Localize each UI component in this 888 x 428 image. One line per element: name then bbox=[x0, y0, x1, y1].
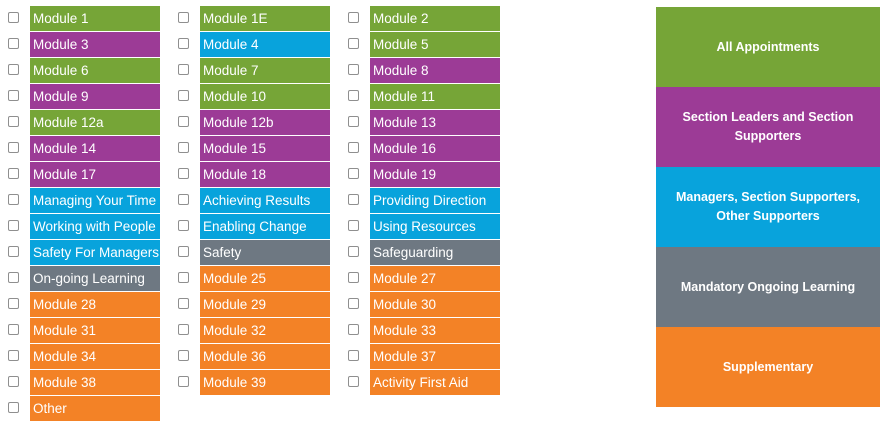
module-checkbox[interactable] bbox=[178, 376, 189, 387]
module-checkbox[interactable] bbox=[348, 324, 359, 335]
module-checkbox[interactable] bbox=[348, 298, 359, 309]
module-checkbox[interactable] bbox=[178, 324, 189, 335]
module-checkbox[interactable] bbox=[348, 272, 359, 283]
module-checkbox[interactable] bbox=[8, 376, 19, 387]
module-label[interactable]: Module 25 bbox=[200, 266, 330, 291]
module-checkbox[interactable] bbox=[178, 142, 189, 153]
module-checkbox[interactable] bbox=[348, 142, 359, 153]
module-checkbox[interactable] bbox=[178, 272, 189, 283]
module-label[interactable]: Module 31 bbox=[30, 318, 160, 343]
module-label[interactable]: Module 1E bbox=[200, 6, 330, 31]
module-label[interactable]: Module 13 bbox=[370, 110, 500, 135]
module-checkbox[interactable] bbox=[178, 116, 189, 127]
module-checkbox[interactable] bbox=[8, 350, 19, 361]
module-label[interactable]: Module 6 bbox=[30, 58, 160, 83]
module-checkbox[interactable] bbox=[178, 168, 189, 179]
module-label[interactable]: Module 1 bbox=[30, 6, 160, 31]
module-checkbox[interactable] bbox=[348, 90, 359, 101]
module-label[interactable]: Module 28 bbox=[30, 292, 160, 317]
module-checkbox[interactable] bbox=[178, 220, 189, 231]
module-checkbox[interactable] bbox=[8, 142, 19, 153]
module-label[interactable]: Working with People bbox=[30, 214, 160, 239]
module-checkbox[interactable] bbox=[8, 194, 19, 205]
module-checkbox[interactable] bbox=[178, 64, 189, 75]
module-checkbox[interactable] bbox=[348, 12, 359, 23]
module-checkbox[interactable] bbox=[8, 220, 19, 231]
module-checkbox[interactable] bbox=[8, 272, 19, 283]
module-checkbox[interactable] bbox=[348, 64, 359, 75]
module-label[interactable]: Module 7 bbox=[200, 58, 330, 83]
module-checkbox[interactable] bbox=[348, 194, 359, 205]
module-label[interactable]: Achieving Results bbox=[200, 188, 330, 213]
module-checkbox[interactable] bbox=[348, 246, 359, 257]
module-label[interactable]: Providing Direction bbox=[370, 188, 500, 213]
module-label[interactable]: Module 18 bbox=[200, 162, 330, 187]
legend-grey-category[interactable]: Mandatory Ongoing Learning bbox=[656, 247, 880, 327]
module-label[interactable]: Module 30 bbox=[370, 292, 500, 317]
module-label[interactable]: Module 10 bbox=[200, 84, 330, 109]
module-label[interactable]: Module 3 bbox=[30, 32, 160, 57]
module-label[interactable]: Module 15 bbox=[200, 136, 330, 161]
module-label[interactable]: Module 8 bbox=[370, 58, 500, 83]
module-label[interactable]: Module 36 bbox=[200, 344, 330, 369]
module-label[interactable]: Module 32 bbox=[200, 318, 330, 343]
module-label[interactable]: Activity First Aid bbox=[370, 370, 500, 395]
module-checkbox[interactable] bbox=[8, 168, 19, 179]
module-checkbox[interactable] bbox=[348, 168, 359, 179]
legend-green-category[interactable]: All Appointments bbox=[656, 7, 880, 87]
module-label[interactable]: Module 27 bbox=[370, 266, 500, 291]
module-label[interactable]: Module 16 bbox=[370, 136, 500, 161]
module-label[interactable]: Module 39 bbox=[200, 370, 330, 395]
module-checkbox[interactable] bbox=[348, 116, 359, 127]
module-label[interactable]: Safeguarding bbox=[370, 240, 500, 265]
module-checkbox[interactable] bbox=[178, 298, 189, 309]
module-checkbox[interactable] bbox=[178, 90, 189, 101]
module-checkbox[interactable] bbox=[8, 116, 19, 127]
module-checkbox[interactable] bbox=[8, 12, 19, 23]
module-label[interactable]: Module 12a bbox=[30, 110, 160, 135]
module-label[interactable]: Module 5 bbox=[370, 32, 500, 57]
module-label[interactable]: Module 38 bbox=[30, 370, 160, 395]
module-label[interactable]: Safety For Managers bbox=[30, 240, 160, 265]
module-checkbox[interactable] bbox=[8, 90, 19, 101]
module-label[interactable]: Module 9 bbox=[30, 84, 160, 109]
module-checkbox[interactable] bbox=[8, 38, 19, 49]
module-checkbox[interactable] bbox=[178, 194, 189, 205]
module-label[interactable]: Managing Your Time bbox=[30, 188, 160, 213]
module-checkbox[interactable] bbox=[8, 64, 19, 75]
module-label[interactable]: Safety bbox=[200, 240, 330, 265]
module-checkbox[interactable] bbox=[178, 12, 189, 23]
module-label[interactable]: Module 4 bbox=[200, 32, 330, 57]
module-label[interactable]: Module 11 bbox=[370, 84, 500, 109]
module-label[interactable]: Module 29 bbox=[200, 292, 330, 317]
module-checkbox[interactable] bbox=[348, 350, 359, 361]
module-checkbox[interactable] bbox=[348, 376, 359, 387]
module-label[interactable]: Module 2 bbox=[370, 6, 500, 31]
module-checkbox[interactable] bbox=[8, 298, 19, 309]
module-label[interactable]: Module 34 bbox=[30, 344, 160, 369]
module-label[interactable]: Module 12b bbox=[200, 110, 330, 135]
category-legend: All Appointments Section Leaders and Sect… bbox=[656, 7, 880, 407]
module-label[interactable]: Module 33 bbox=[370, 318, 500, 343]
module-checkbox[interactable] bbox=[348, 220, 359, 231]
module-label[interactable]: Module 37 bbox=[370, 344, 500, 369]
module-label[interactable]: Enabling Change bbox=[200, 214, 330, 239]
module-checkbox[interactable] bbox=[178, 350, 189, 361]
module-label[interactable]: Module 17 bbox=[30, 162, 160, 187]
legend-purple-category[interactable]: Section Leaders and Section Supporters bbox=[656, 87, 880, 167]
legend-blue-category[interactable]: Managers, Section Supporters, Other Supp… bbox=[656, 167, 880, 247]
module-label[interactable]: On-going Learning bbox=[30, 266, 160, 291]
module-checkbox[interactable] bbox=[8, 246, 19, 257]
module-label[interactable]: Other bbox=[30, 396, 160, 421]
module-label[interactable]: Module 19 bbox=[370, 162, 500, 187]
module-checkbox[interactable] bbox=[8, 324, 19, 335]
module-checkbox[interactable] bbox=[178, 246, 189, 257]
module-label[interactable]: Module 14 bbox=[30, 136, 160, 161]
module-checkbox[interactable] bbox=[348, 38, 359, 49]
module-checkbox[interactable] bbox=[8, 402, 19, 413]
legend-orange-category[interactable]: Supplementary bbox=[656, 327, 880, 407]
module-checkbox[interactable] bbox=[178, 38, 189, 49]
module-label[interactable]: Using Resources bbox=[370, 214, 500, 239]
